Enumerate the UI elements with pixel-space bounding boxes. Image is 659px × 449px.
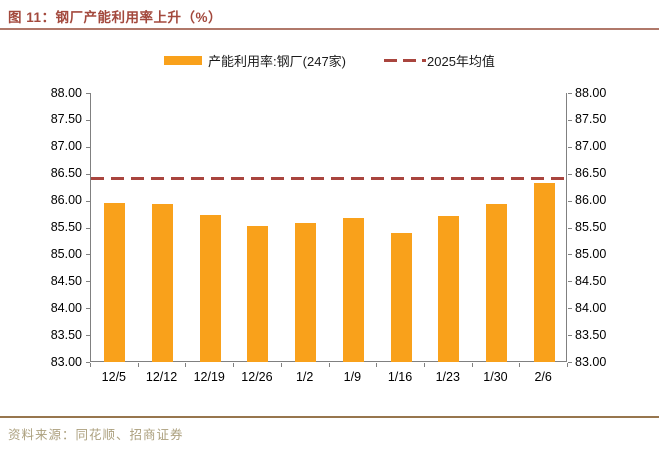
x-axis-label: 1/2 [295,370,314,384]
x-axis-label: 1/16 [387,370,413,384]
y-tick-right [568,308,572,310]
y-tick-right [568,173,572,175]
y-tick-right [568,200,572,202]
y-axis-label-left: 84.50 [50,273,82,288]
y-axis-label-right: 83.50 [575,327,607,342]
x-tick [185,363,187,367]
legend-item-mean-line: 2025年均值 [384,51,495,70]
y-tick-right [568,281,572,283]
chart-area: 88.00 88.00 87.50 87.50 87.00 87.00 86.50 86.50… [0,80,659,392]
y-tick-right [568,93,572,94]
y-tick-left [86,200,90,202]
y-tick-left [86,335,90,337]
x-axis-label: 1/30 [483,370,508,384]
y-axis-label-left: 86.00 [50,193,82,208]
y-axis-label-right: 87.00 [575,139,607,154]
bar [533,182,555,362]
y-tick-left [86,227,90,229]
y-axis-label-right: 86.00 [575,193,607,208]
source-note: 资料来源：同花顺、招商证券 [8,428,184,442]
mean-line-dot-icon [422,58,427,62]
footer-rule [0,416,659,418]
y-axis-label-right: 85.50 [575,220,607,234]
x-axis-label: 12/19 [193,370,225,384]
mean-line-label: 2025年均值 [427,53,495,69]
bar [438,215,460,362]
y-axis-label-left: 84.00 [50,300,82,315]
mean-line-dash-icon [403,58,417,62]
y-axis-label-left: 83.00 [50,354,82,369]
x-axis-label: 12/5 [101,370,127,384]
y-tick-left [86,146,90,148]
y-tick-left [86,254,90,256]
y-axis-label-left: 88.00 [50,85,82,100]
x-tick [471,363,473,367]
x-tick [137,363,139,367]
y-tick-left [86,362,90,363]
bar-series-label: 产能利用率:钢厂(247家) [208,53,347,69]
y-axis-label-left: 86.50 [50,166,82,181]
y-tick-right [568,146,572,148]
y-axis-label-right: 83.00 [575,354,607,369]
y-axis-label-left: 83.50 [50,327,82,342]
figure-title: 图 11：钢厂产能利用率上升（%） [8,10,223,25]
y-tick-left [86,308,90,310]
x-tick [328,363,330,367]
bar [247,225,269,362]
y-axis-label-left: 85.50 [50,220,82,234]
y-tick-left [86,93,90,94]
y-tick-right [568,119,572,121]
y-tick-left [86,173,90,175]
y-tick-right [568,227,572,229]
y-axis-label-right: 86.50 [575,166,607,181]
y-axis-label-right: 85.00 [575,246,607,261]
x-axis-label: 1/9 [343,370,362,384]
y-tick-left [86,281,90,283]
chart-legend: 产能利用率:钢厂(247家) 2025年均值 [0,50,659,70]
title-rule [0,28,659,30]
bar [390,233,412,362]
y-axis-label-left: 87.00 [50,139,82,154]
x-tick [423,363,425,367]
y-axis-label-left: 85.00 [50,246,82,261]
x-axis-label: 1/23 [435,370,460,384]
bar [342,217,364,362]
x-tick [280,363,282,367]
y-tick-right [568,254,572,256]
bar [152,203,174,362]
bar [104,202,126,362]
bar [295,223,317,362]
y-axis-label-right: 84.50 [575,273,607,288]
legend-item-capacity-utilization: 产能利用率:钢厂(247家) [164,51,346,70]
bar [199,214,221,362]
mean-line-dash-icon [384,58,398,62]
x-tick [233,363,235,367]
y-axis-label-right: 88.00 [575,85,607,100]
y-tick-right [568,335,572,337]
x-axis-label: 12/12 [145,370,178,384]
x-axis-label: 12/26 [241,370,273,384]
y-tick-left [86,119,90,121]
x-tick [519,363,521,367]
y-axis-label-right: 84.00 [575,300,607,315]
x-tick [567,363,568,367]
plot-area [90,93,568,362]
y-axis-label-left: 87.50 [50,112,82,127]
mean-value-dashed-line [91,177,568,181]
bar [485,204,507,362]
bar-series-swatch-icon [164,55,203,65]
x-axis-label: 2/6 [534,370,552,384]
x-tick [90,363,91,367]
x-tick [376,363,378,367]
y-tick-right [568,362,572,363]
y-axis-label-right: 87.50 [575,112,607,127]
